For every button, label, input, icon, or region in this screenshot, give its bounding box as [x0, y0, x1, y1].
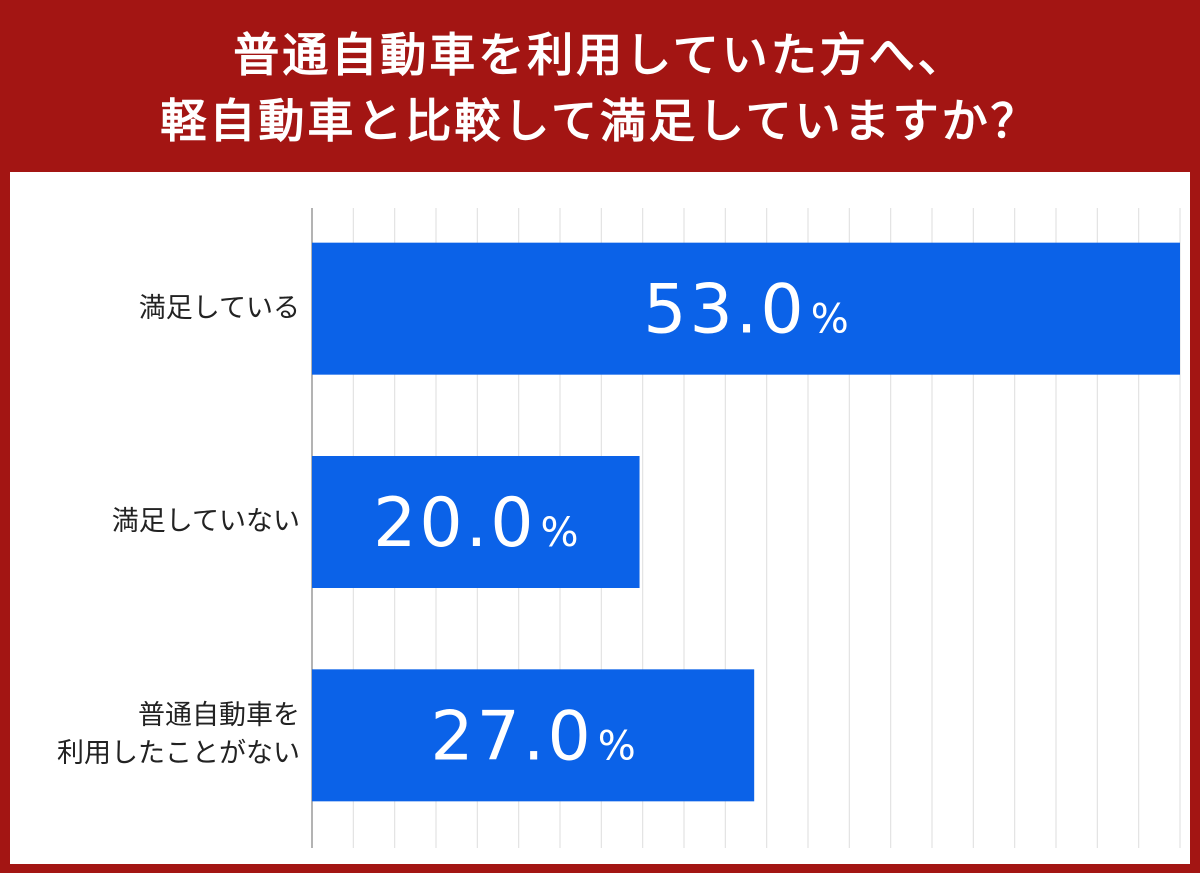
bar-value-label: 53.0%	[643, 271, 848, 350]
chart-title-line-1: 普通自動車を利用していた方へ、	[233, 28, 967, 82]
category-label: 満足していない	[10, 503, 300, 541]
bar-chart: 53.0 % 20.0% 27.0%	[311, 208, 1181, 848]
bar	[312, 456, 640, 588]
bar-value-label: 20.0%	[373, 484, 578, 563]
chart-title-line-2: 軽自動車と比較して満足していますか？	[160, 94, 1040, 148]
category-label: 満足している	[10, 290, 300, 328]
bar-value-label: 27.0%	[430, 697, 635, 776]
category-label-line: 利用したことがない	[57, 738, 300, 770]
bar	[312, 242, 1180, 375]
category-label-line: 満足していない	[111, 506, 300, 537]
category-label-line: 満足している	[138, 292, 300, 324]
category-label: 普通自動車を利用したことがない	[10, 697, 300, 773]
bar	[312, 669, 755, 802]
category-label-line: 普通自動車を	[138, 700, 300, 732]
chart-title: 普通自動車を利用していた方へ、 軽自動車と比較して満足していますか？	[0, 22, 1200, 154]
chart-panel: 53.0% 20.0% 27.0% 満足している満足していない普通自動車を利用したこ…	[10, 172, 1190, 864]
